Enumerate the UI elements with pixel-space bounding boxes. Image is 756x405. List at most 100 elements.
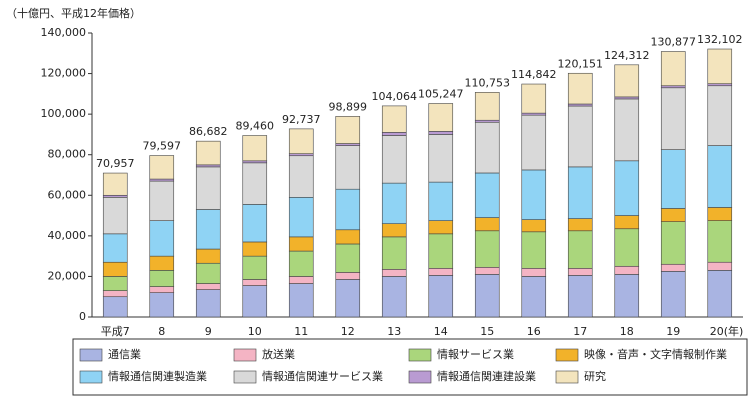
bar-segment [335,145,361,190]
bar-segment [242,204,268,243]
legend-label: 映像・音声・文字情報制作業 [584,347,727,361]
y-tick-label: 140,000 [41,26,87,39]
bar-segment [149,178,175,182]
bar-segment [614,160,640,216]
bar-segment [288,250,314,277]
bar-segment [660,208,686,222]
bar-segment [102,172,128,196]
bar-segment [567,275,593,318]
bar-segment [614,265,640,275]
bar-segment [707,220,733,263]
bar-segment [381,105,407,133]
bar-segment [335,229,361,245]
total-label: 124,312 [604,49,650,62]
bar-segment [242,255,268,280]
total-label: 86,682 [189,125,228,138]
x-tick-label: 11 [294,325,308,338]
x-tick-label: 20 [710,325,724,338]
legend-label: 通信業 [108,348,141,361]
bar-segment [428,268,454,276]
bar-segment [521,112,547,116]
bar-segment [474,217,500,232]
legend-swatch [233,370,257,384]
bar-segment [474,119,500,123]
bar-segment [195,289,221,318]
bar-segment [567,72,593,105]
bar-segment [428,103,454,132]
bar-segment [614,64,640,98]
bar-segment [288,155,314,198]
bar-segment [335,143,361,146]
legend-swatch [79,348,103,362]
bar-segment [474,172,500,218]
y-tick-label: 100,000 [41,107,87,120]
bar-segment [474,266,500,275]
legend-label: 情報通信関連製造業 [108,369,207,383]
y-tick-label: 0 [79,310,86,323]
bar-segment [381,236,407,270]
bar-segment [288,236,314,252]
x-tick-label: 17 [573,325,587,338]
bar-segment [521,219,547,233]
bar-segment [381,269,407,277]
y-tick-label: 80,000 [48,148,87,161]
bar-segment [102,296,128,318]
bar-segment [707,48,733,85]
bar-segment [381,182,407,224]
bar-segment [660,85,686,89]
total-label: 79,597 [143,140,182,153]
x-tick-label: 8 [158,325,165,338]
bar-segment [288,128,314,155]
bar-segment [195,248,221,264]
bar-segment [242,135,268,162]
legend-label: 情報通信関連建設業 [437,369,536,383]
total-label: 70,957 [96,157,135,170]
bar-segment [474,121,500,174]
total-label: 120,151 [558,57,604,70]
x-tick-label: 19 [666,325,680,338]
bar-segment [428,233,454,269]
bar-segment [288,283,314,318]
total-label: 110,753 [465,76,511,89]
bar-segment [381,276,407,318]
bar-segment [149,255,175,271]
bar-segment [660,149,686,209]
bar-segment [288,197,314,238]
bar-segment [660,221,686,265]
legend-label: 研究 [584,369,606,383]
total-label: 105,247 [418,87,464,100]
bar-segment [242,241,268,257]
bar-segment [567,105,593,168]
bar-segment [707,145,733,208]
x-tick-label: 9 [205,325,212,338]
bar-segment [521,169,547,220]
bar-segment [195,209,221,250]
bar-segment [335,272,361,280]
total-label: 98,899 [329,100,368,113]
total-label: 92,737 [282,113,321,126]
bar-segment [521,231,547,269]
bar-segment [335,243,361,273]
bar-segment [335,116,361,144]
legend-box [72,338,748,396]
bar-segment [567,166,593,219]
x-tick-label: 10 [248,325,262,338]
x-tick-label: 16 [527,325,541,338]
bar-segment [195,283,221,290]
x-tick-label: 平成7 [101,325,130,338]
legend-swatch [408,370,432,384]
bar-segment [707,261,733,271]
bar-segment [102,233,128,263]
y-tick-label: 60,000 [48,188,87,201]
bar-segment [660,271,686,318]
bar-segment [521,268,547,277]
total-label: 132,102 [697,33,743,46]
bar-segment [707,85,733,146]
bar-segment [428,134,454,183]
y-axis-label: （十億円、平成12年価格） [6,6,141,20]
bar-segment [521,114,547,171]
y-tick-label: 40,000 [48,229,87,242]
bar-segment [195,164,221,168]
bar-segment [381,223,407,238]
